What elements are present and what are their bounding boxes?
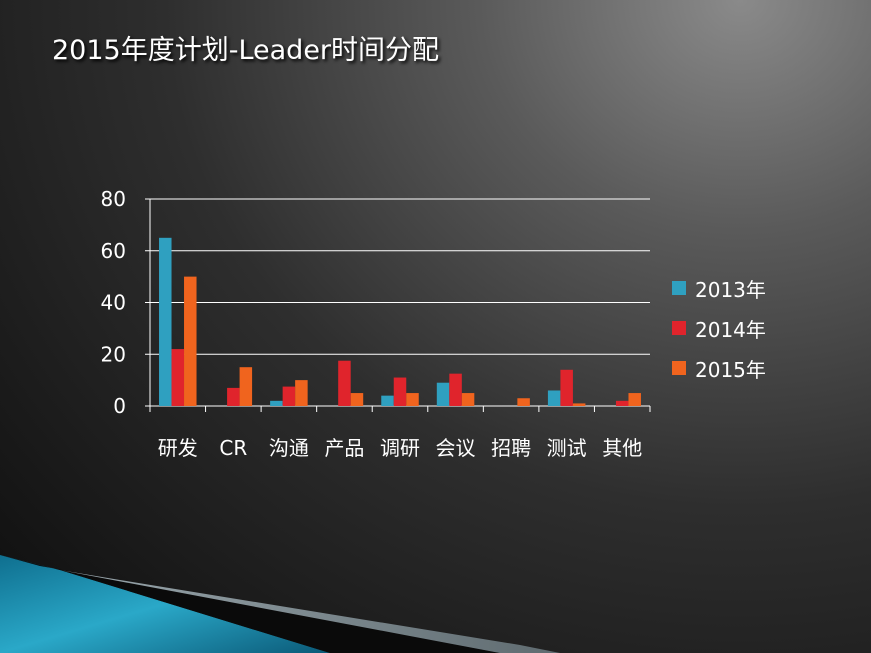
bar-2015年-调研 bbox=[406, 393, 419, 406]
legend-label-2013: 2013年 bbox=[695, 277, 766, 302]
y-tick-label: 80 bbox=[101, 187, 126, 211]
x-axis-labels: 研发 CR 沟通 产品 调研 会议 招聘 测试 其他 bbox=[158, 436, 642, 460]
legend-item-2015: 2015年 bbox=[672, 348, 766, 388]
legend-label-2014: 2014年 bbox=[695, 317, 766, 342]
bar-2013年-测试 bbox=[547, 390, 561, 406]
bar-2013年-研发 bbox=[159, 237, 172, 406]
bar-2014年-研发 bbox=[171, 349, 185, 406]
x-tick-label: 研发 bbox=[158, 436, 198, 460]
chart-gridlines bbox=[150, 198, 650, 355]
bar-2015年-研发 bbox=[184, 276, 197, 406]
slide-title: 2015年度计划-Leader时间分配 bbox=[52, 35, 440, 66]
x-tick-label: 会议 bbox=[436, 436, 476, 460]
legend-swatch-2015 bbox=[672, 361, 686, 375]
bar-2014年-调研 bbox=[393, 377, 407, 406]
legend-item-2014: 2014年 bbox=[672, 308, 766, 348]
bar-2015年-沟通 bbox=[295, 380, 308, 406]
legend-item-2013: 2013年 bbox=[672, 268, 766, 308]
x-tick-label: 沟通 bbox=[269, 436, 309, 460]
bar-2013年-沟通 bbox=[270, 400, 283, 406]
bar-2013年-调研 bbox=[381, 395, 394, 406]
bar-2014年-沟通 bbox=[282, 386, 296, 406]
bar-2014年-产品 bbox=[338, 360, 351, 406]
legend-swatch-2014 bbox=[672, 321, 686, 335]
y-tick-label: 0 bbox=[113, 394, 126, 418]
bar-2015年-其他 bbox=[628, 393, 641, 406]
x-tick-label: 产品 bbox=[324, 436, 364, 460]
bar-2014年-其他 bbox=[615, 400, 629, 406]
x-tick-label: CR bbox=[219, 436, 247, 460]
chart-legend: 2013年 2014年 2015年 bbox=[672, 268, 766, 388]
x-tick-label: 测试 bbox=[547, 436, 587, 460]
y-tick-label: 40 bbox=[101, 291, 126, 315]
y-tick-label: 20 bbox=[101, 342, 126, 366]
bar-2015年-会议 bbox=[461, 393, 475, 406]
x-tick-label: 其他 bbox=[602, 436, 642, 460]
x-tick-label: 调研 bbox=[380, 436, 420, 460]
bar-2015年-招聘 bbox=[517, 398, 530, 406]
bar-2015年-产品 bbox=[350, 393, 364, 406]
legend-label-2015: 2015年 bbox=[695, 357, 766, 382]
bar-2015年-测试 bbox=[572, 403, 586, 406]
chart-bars bbox=[159, 237, 641, 406]
bar-2014年-测试 bbox=[560, 369, 573, 406]
y-axis-ticks: 0 20 40 60 80 bbox=[101, 187, 150, 418]
bar-2014年-会议 bbox=[449, 373, 462, 406]
y-tick-label: 60 bbox=[101, 239, 126, 263]
bar-2015年-CR bbox=[239, 367, 253, 406]
legend-swatch-2013 bbox=[672, 281, 686, 295]
bar-2013年-会议 bbox=[436, 382, 450, 406]
bar-2014年-CR bbox=[227, 387, 240, 406]
x-tick-label: 招聘 bbox=[491, 436, 531, 460]
